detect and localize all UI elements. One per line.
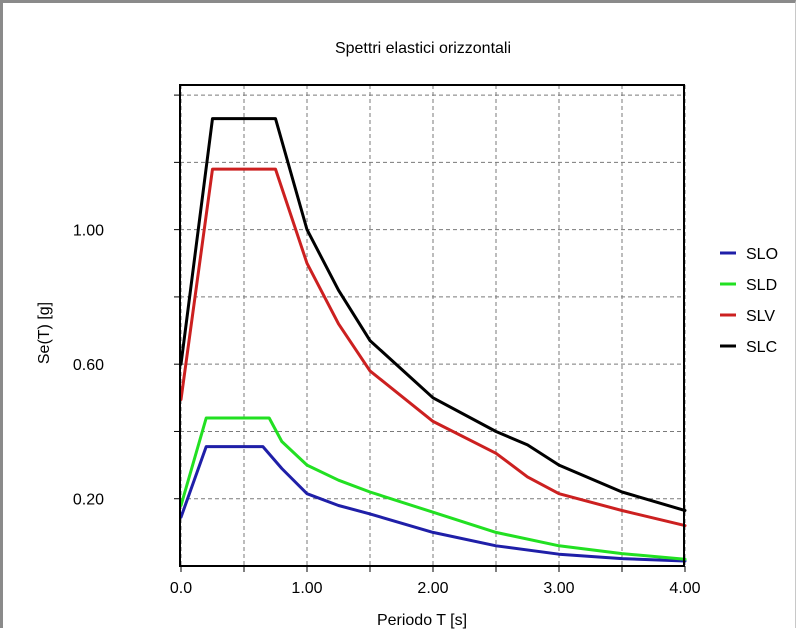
x-tick-label: 1.00 <box>291 580 322 597</box>
y-tick-label: 0.60 <box>73 357 104 374</box>
chart: Spettri elastici orizzontali Se(T) [g] P… <box>36 40 778 629</box>
x-tick-label: 0.0 <box>170 580 192 597</box>
plot-frame <box>179 84 685 567</box>
series-line-slv <box>179 167 687 528</box>
legend-label-slc: SLC <box>746 339 777 356</box>
legend-label-sld: SLD <box>746 277 777 294</box>
legend-label-slv: SLV <box>746 308 775 325</box>
series-line-slc <box>179 117 687 512</box>
series-lines <box>179 117 687 563</box>
x-tick-label: 4.00 <box>669 580 700 597</box>
y-axis-label: Se(T) [g] <box>36 302 53 364</box>
legend: SLO SLD SLV SLC <box>720 246 778 356</box>
grid <box>180 85 686 566</box>
x-tick-label: 3.00 <box>543 580 574 597</box>
y-tick-label: 1.00 <box>73 223 104 240</box>
series-line-sld <box>179 416 687 561</box>
chart-title: Spettri elastici orizzontali <box>335 40 511 57</box>
series-line-slo <box>179 445 687 563</box>
y-tick-label: 0.20 <box>73 492 104 509</box>
x-axis-label: Periodo T [s] <box>377 612 467 629</box>
x-tick-label: 2.00 <box>417 580 448 597</box>
legend-label-slo: SLO <box>746 246 778 263</box>
axis-ticks: 0.0 1.00 2.00 3.00 4.00 0.20 0.60 1.00 <box>73 94 701 597</box>
